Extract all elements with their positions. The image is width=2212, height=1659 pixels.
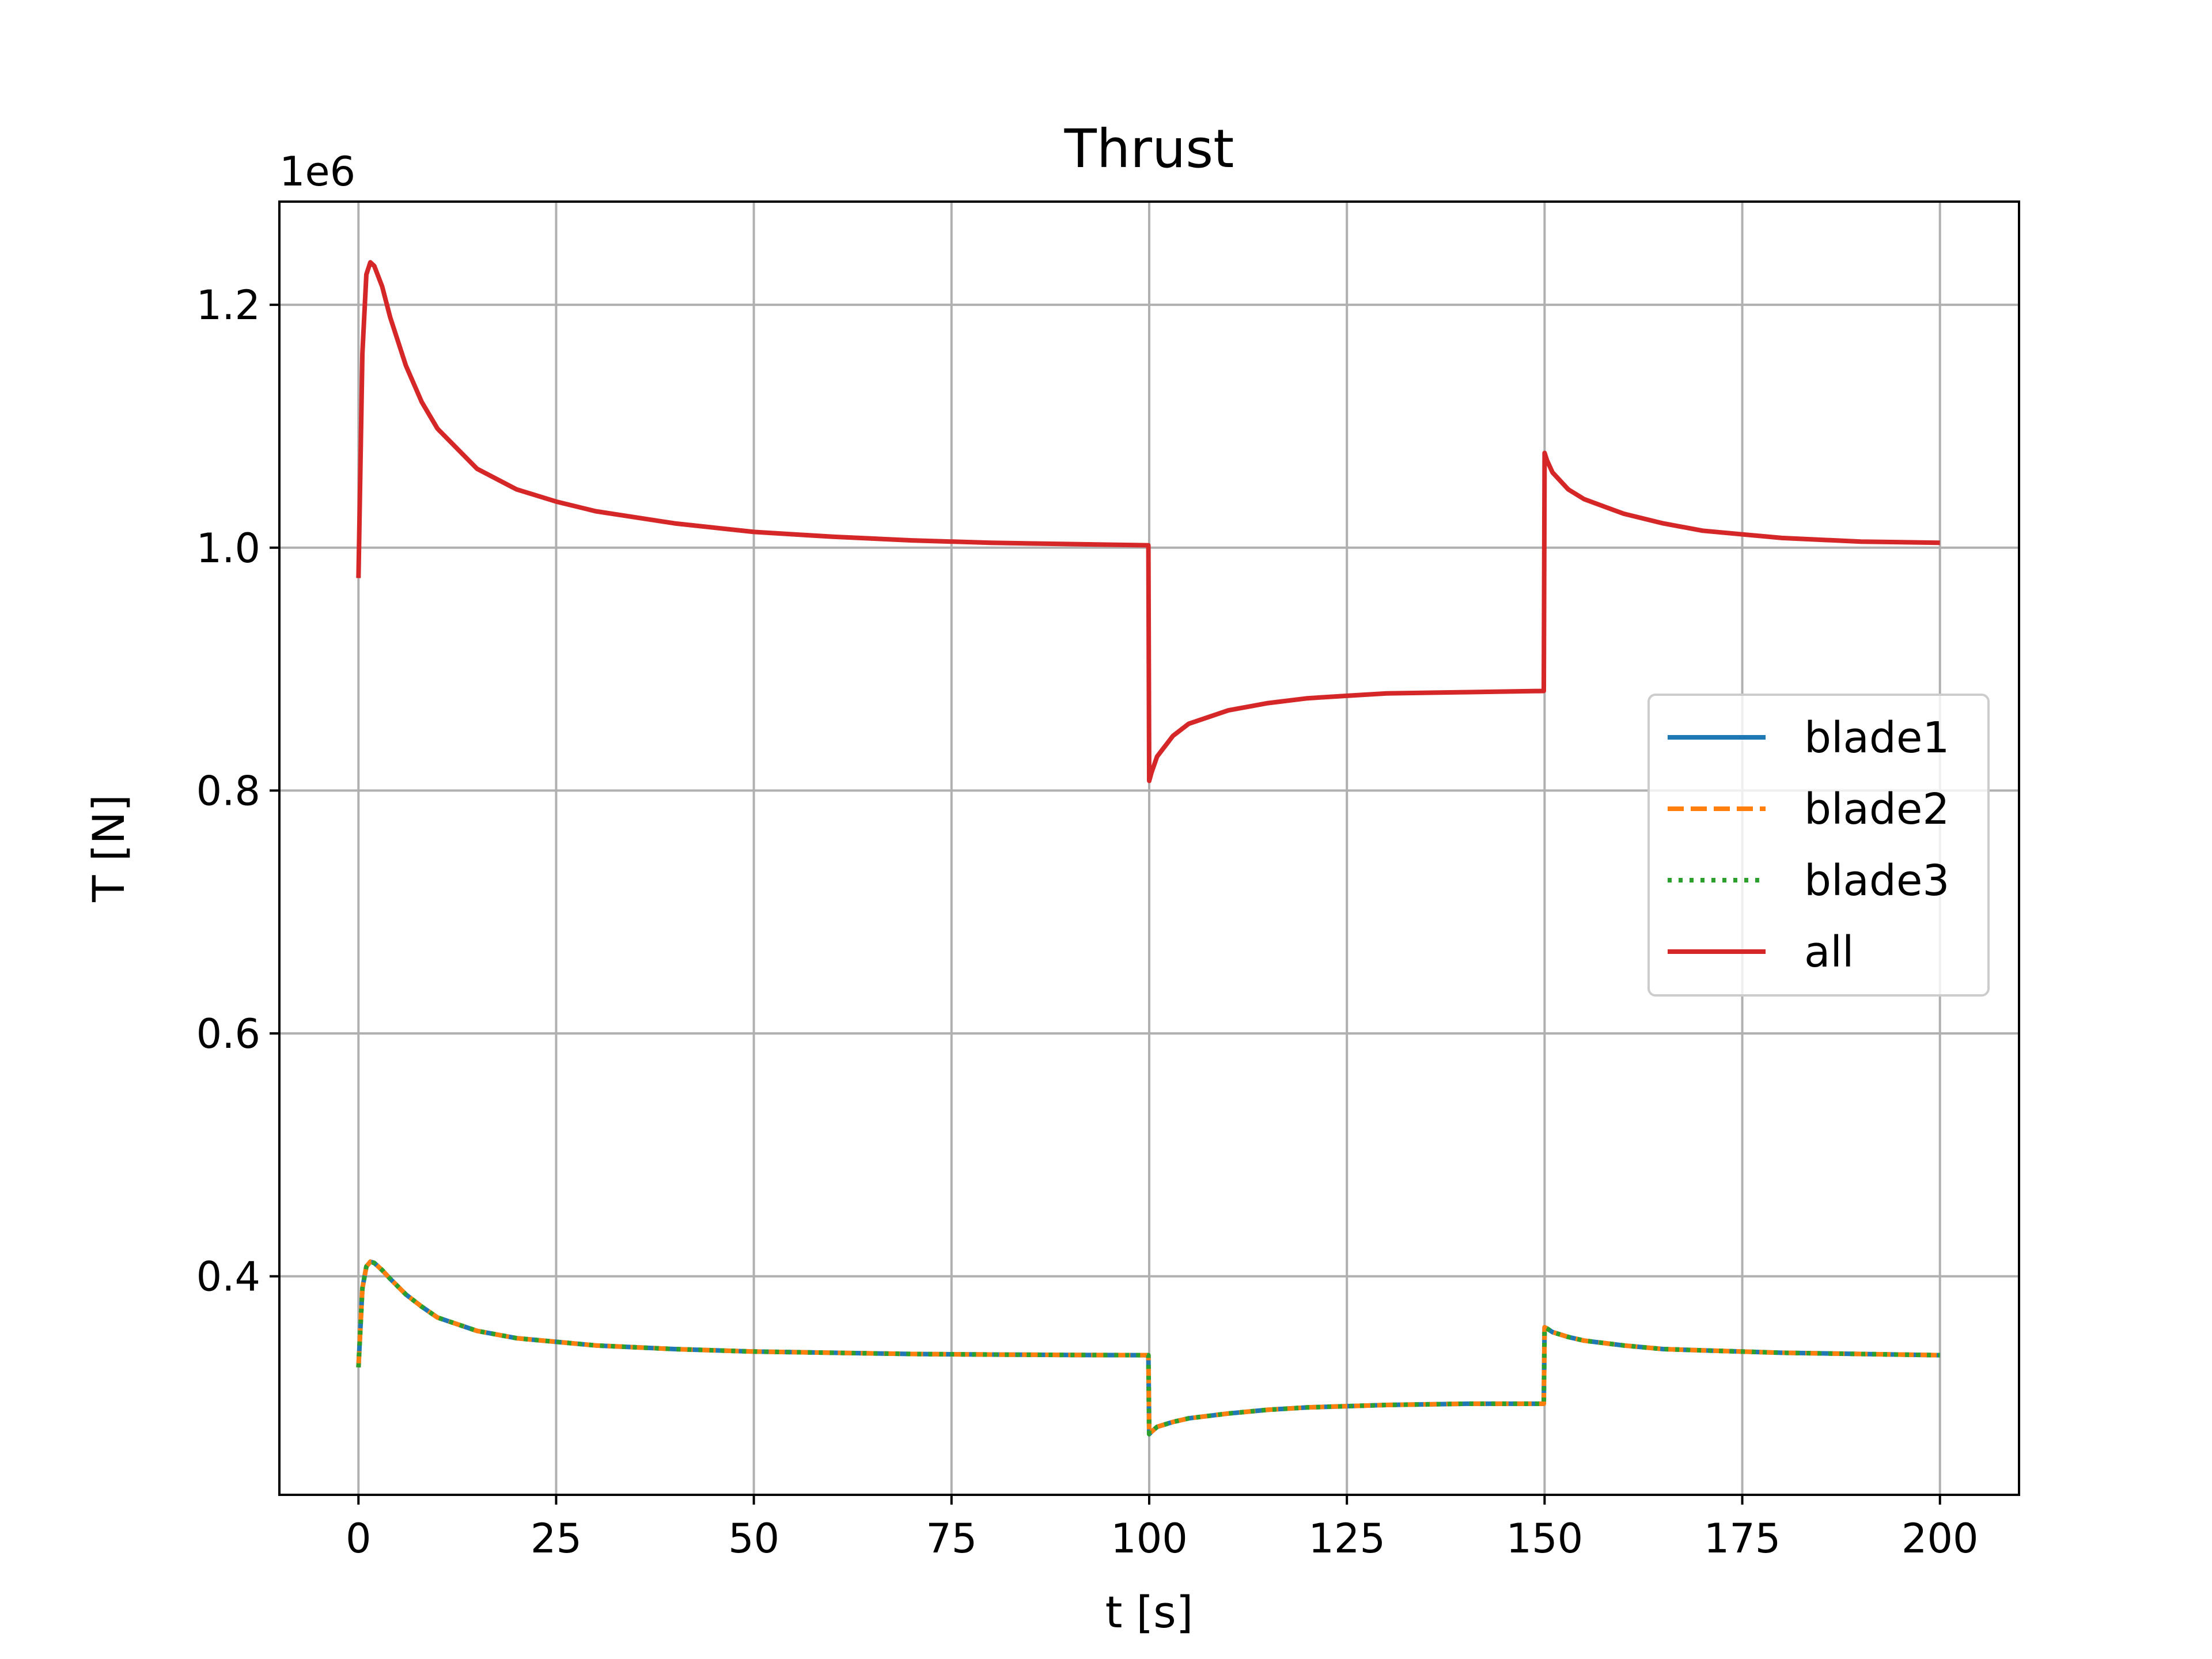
y-axis-label: T [N]: [83, 794, 134, 903]
legend-label-blade3: blade3: [1804, 856, 1949, 906]
y-tick-label: 1.0: [196, 525, 260, 572]
x-tick-label: 0: [346, 1515, 372, 1562]
x-tick-label: 200: [1902, 1515, 1979, 1562]
y-tick-label: 0.8: [196, 767, 260, 815]
x-tick-label: 50: [728, 1515, 779, 1562]
x-tick-label: 100: [1111, 1515, 1188, 1562]
x-tick-label: 25: [531, 1515, 582, 1562]
grid: [279, 202, 2019, 1495]
y-tick-label: 0.6: [196, 1010, 260, 1058]
legend-label-all: all: [1804, 927, 1854, 977]
series-line-all: [356, 260, 1940, 783]
x-tick-label: 75: [926, 1515, 977, 1562]
series-line-blade2: [356, 1259, 1940, 1437]
x-axis-label: t [s]: [1105, 1586, 1194, 1638]
legend-label-blade2: blade2: [1804, 785, 1949, 834]
legend-box: [1647, 694, 1990, 997]
x-tick-label: 150: [1506, 1515, 1584, 1562]
x-axis-ticks: 0 25 50 75 100 125 150 175 200: [346, 1495, 1979, 1562]
x-tick-label: 175: [1704, 1515, 1781, 1562]
chart-title: Thrust: [1064, 118, 1234, 180]
y-axis-ticks: 0.4 0.6 0.8 1.0 1.2: [196, 282, 279, 1301]
series-line-blade3: [356, 1259, 1940, 1437]
y-tick-label: 0.4: [196, 1253, 260, 1301]
plot-lines: [356, 260, 1940, 1437]
legend-label-blade1: blade1: [1804, 713, 1949, 763]
y-tick-label: 1.2: [196, 282, 260, 329]
legend: blade1 blade2 blade3 all: [1647, 694, 1990, 997]
y-axis-offset-text: 1e6: [279, 148, 355, 195]
x-tick-label: 125: [1308, 1515, 1385, 1562]
